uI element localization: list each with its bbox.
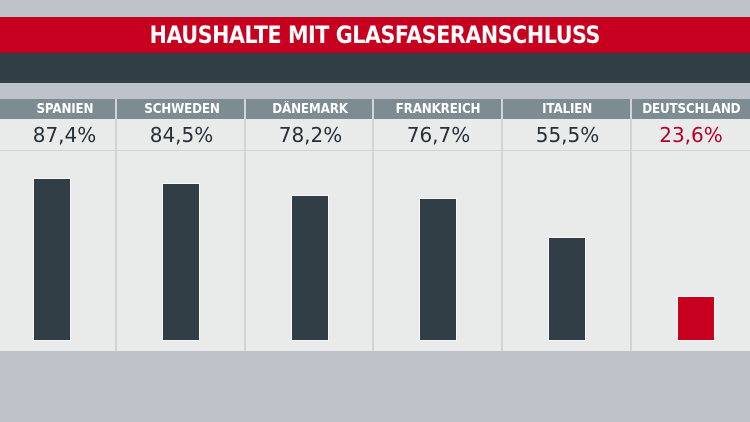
bar-daenemark: [292, 196, 328, 340]
column-italien: ITALIEN 55,5%: [503, 99, 632, 351]
country-label: ITALIEN: [503, 99, 632, 119]
column-divider: [501, 99, 503, 351]
country-label-text: DÄNEMARK: [272, 101, 349, 117]
bar-spanien: [34, 179, 70, 340]
column-spanien: SPANIEN 87,4%: [0, 99, 129, 351]
chart-panel: SPANIEN 87,4% SCHWEDEN 84,5% DÄNEMARK 78…: [0, 99, 750, 351]
bar-schweden: [163, 184, 199, 340]
column-frankreich: FRANKREICH 76,7%: [374, 99, 503, 351]
column-divider: [372, 99, 374, 351]
bar-italien: [549, 238, 585, 340]
value-label: 84,5%: [117, 119, 246, 151]
country-label-text: ITALIEN: [542, 101, 593, 117]
chart-title-text: HAUSHALTE MIT GLASFASERANSCHLUSS: [149, 21, 601, 49]
country-label-text: FRANKREICH: [396, 101, 481, 117]
country-label: DÄNEMARK: [246, 99, 375, 119]
value-label-highlight: 23,6%: [632, 119, 750, 151]
subtitle-band: [0, 53, 750, 83]
column-schweden: SCHWEDEN 84,5%: [117, 99, 246, 351]
column-divider: [244, 99, 246, 351]
country-label: SPANIEN: [0, 99, 129, 119]
value-label: 78,2%: [246, 119, 375, 151]
country-label: SCHWEDEN: [117, 99, 246, 119]
chart-title: HAUSHALTE MIT GLASFASERANSCHLUSS: [0, 17, 750, 53]
bar-frankreich: [420, 199, 456, 340]
column-daenemark: DÄNEMARK 78,2%: [246, 99, 375, 351]
value-label: 87,4%: [0, 119, 129, 151]
column-divider: [630, 99, 632, 351]
bar-deutschland: [678, 297, 714, 340]
country-label-text: SCHWEDEN: [143, 101, 220, 117]
country-label-text: DEUTSCHLAND: [641, 101, 741, 117]
country-label: FRANKREICH: [374, 99, 503, 119]
value-label: 76,7%: [374, 119, 503, 151]
country-label: DEUTSCHLAND: [632, 99, 750, 119]
country-label-text: SPANIEN: [36, 101, 93, 117]
column-divider: [115, 99, 117, 351]
column-deutschland: DEUTSCHLAND 23,6%: [632, 99, 750, 351]
value-label: 55,5%: [503, 119, 632, 151]
